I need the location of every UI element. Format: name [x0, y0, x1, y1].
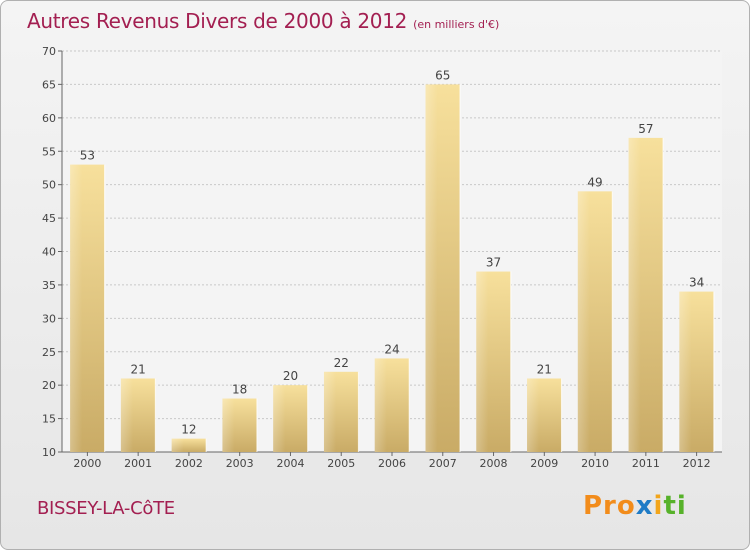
y-tick-label: 10 [42, 446, 56, 459]
bar-value-label: 21 [537, 362, 552, 376]
y-tick-label: 70 [42, 45, 56, 58]
x-tick-label: 2000 [73, 457, 101, 470]
y-tick-label: 55 [42, 145, 56, 158]
y-tick-label: 60 [42, 112, 56, 125]
x-tick-label: 2008 [480, 457, 508, 470]
y-tick-label: 40 [42, 246, 56, 259]
x-tick-label: 2002 [175, 457, 203, 470]
bar-value-label: 34 [689, 276, 704, 290]
y-tick-label: 20 [42, 379, 56, 392]
bar-highlight [171, 438, 184, 452]
title-text: Autres Revenus Divers de 2000 à 2012 [27, 9, 408, 33]
bar-value-label: 49 [587, 175, 602, 189]
y-tick-label: 65 [42, 78, 56, 91]
bar-value-label: 12 [181, 423, 196, 437]
bar-value-label: 22 [334, 356, 349, 370]
proxiti-logo: Proxiti [583, 491, 687, 521]
y-tick-label: 15 [42, 413, 56, 426]
bar-highlight [120, 378, 133, 452]
chart-subtitle: (en milliers d'€) [413, 18, 500, 31]
x-tick-label: 2006 [378, 457, 406, 470]
bar-value-label: 53 [80, 149, 95, 163]
x-tick-label: 2012 [683, 457, 711, 470]
bar-highlight [323, 371, 337, 452]
y-tick-label: 25 [42, 346, 56, 359]
bar-highlight [273, 385, 286, 452]
bar-highlight [527, 378, 540, 452]
x-tick-label: 2009 [530, 457, 558, 470]
bar-value-label: 24 [384, 342, 399, 356]
y-tick-label: 45 [42, 212, 56, 225]
x-tick-label: 2010 [581, 457, 609, 470]
bar-value-label: 21 [131, 362, 146, 376]
bar-highlight [628, 137, 641, 452]
x-tick-label: 2004 [276, 457, 304, 470]
x-tick-label: 2011 [632, 457, 660, 470]
bar-highlight [374, 358, 387, 452]
bar-highlight [577, 191, 590, 452]
commune-name: BISSEY-LA-CôTE [37, 498, 175, 519]
bar-highlight [222, 398, 235, 452]
chart-title: Autres Revenus Divers de 2000 à 2012 (en … [27, 9, 499, 33]
bar-value-label: 57 [638, 122, 653, 136]
x-tick-label: 2005 [327, 457, 355, 470]
y-tick-label: 50 [42, 179, 56, 192]
bar-highlight [476, 271, 489, 452]
x-tick-label: 2003 [226, 457, 254, 470]
bar-value-label: 37 [486, 256, 501, 270]
x-tick-label: 2007 [429, 457, 457, 470]
bar-highlight [70, 164, 83, 452]
bar-value-label: 65 [435, 68, 450, 82]
x-tick-label: 2001 [124, 457, 152, 470]
y-tick-label: 35 [42, 279, 56, 292]
bar-value-label: 20 [283, 369, 298, 383]
bar-highlight [679, 291, 692, 452]
bar-value-label: 18 [232, 383, 247, 397]
y-tick-label: 30 [42, 312, 56, 325]
bar-highlight [425, 84, 438, 453]
